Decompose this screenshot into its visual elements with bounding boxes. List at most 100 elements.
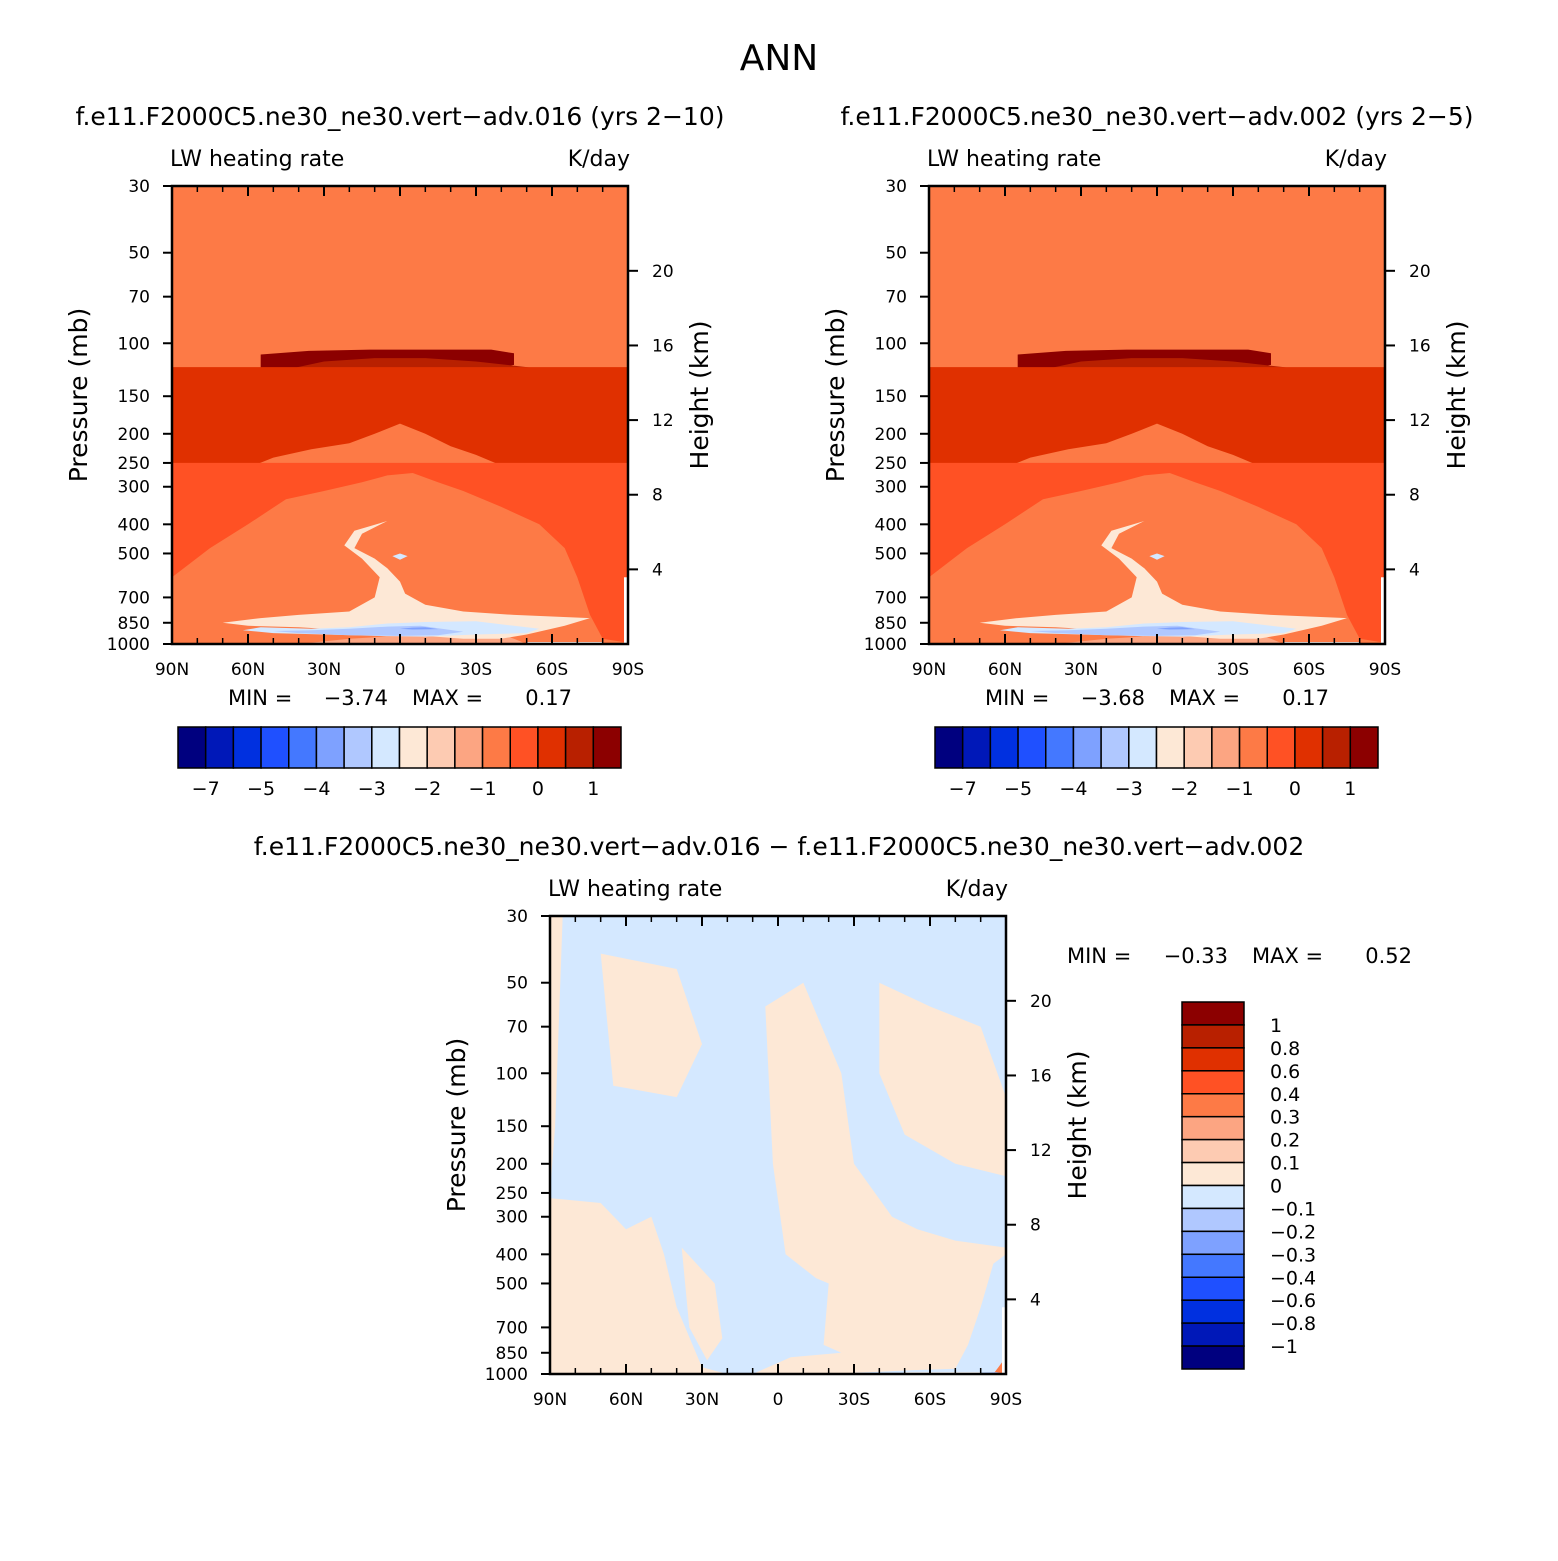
- colorbar-swatch: [454, 726, 484, 769]
- y-tick-label: 150: [118, 387, 150, 407]
- panel-2: f.e11.F2000C5.ne30_ne30.vert−adv.002 (yr…: [821, 102, 1474, 800]
- contour-region-3: [929, 462, 1385, 643]
- contour-region-8: [975, 1372, 1001, 1373]
- panel-1-max-label: MAX =: [412, 686, 483, 710]
- y2-tick-label: 12: [652, 411, 674, 431]
- colorbar-swatch: [1211, 726, 1241, 769]
- colorbar-label: −0.6: [1270, 1290, 1316, 1312]
- colorbar-label: −5: [1004, 778, 1032, 800]
- colorbar-swatch: [1181, 1093, 1245, 1118]
- x-tick-label: 0: [1152, 660, 1163, 680]
- y2-axis-title: Height (km): [685, 321, 714, 470]
- contour-region-3: [172, 462, 628, 643]
- missing-data-edge: [1002, 1307, 1006, 1374]
- y2-tick-label: 8: [652, 486, 663, 506]
- colorbar-swatch: [509, 726, 539, 769]
- colorbar-swatch: [232, 726, 262, 769]
- panel-2-right-label: K/day: [1325, 147, 1387, 172]
- x-tick-label: 60S: [914, 1390, 946, 1410]
- contour-region-2: [929, 367, 1385, 525]
- panel-1-min-label: MIN =: [228, 686, 292, 710]
- y-tick-label: 700: [875, 588, 907, 608]
- colorbar-label: −0.2: [1270, 1221, 1316, 1243]
- colorbar-label: −0.3: [1270, 1244, 1316, 1266]
- figure-title: ANN: [740, 38, 819, 79]
- colorbar-swatch: [1181, 1047, 1245, 1072]
- x-tick-label: 90N: [912, 660, 946, 680]
- colorbar-label: −4: [1059, 778, 1087, 800]
- colorbar-swatch: [1072, 726, 1102, 769]
- panel-1-title: f.e11.F2000C5.ne30_ne30.vert−adv.016 (yr…: [76, 102, 725, 131]
- x-tick-label: 60N: [231, 660, 265, 680]
- colorbar-swatch: [1266, 726, 1296, 769]
- panel-3-title: f.e11.F2000C5.ne30_ne30.vert−adv.016 − f…: [254, 832, 1304, 861]
- y-tick-label: 300: [496, 1208, 528, 1228]
- panel-2-max-value: 0.17: [1282, 686, 1329, 710]
- x-tick-label: 90S: [612, 660, 644, 680]
- colorbar-swatch: [1181, 1115, 1245, 1141]
- contour-region-3: [600, 953, 702, 1098]
- colorbar-label: −0.4: [1270, 1267, 1316, 1289]
- colorbar-swatch: [1181, 1322, 1245, 1347]
- missing-data-edge: [1381, 577, 1385, 644]
- panel-2-min-label: MIN =: [985, 686, 1049, 710]
- y-tick-label: 1000: [485, 1365, 528, 1385]
- x-tick-label: 60S: [1293, 660, 1325, 680]
- y2-tick-label: 4: [1030, 1290, 1041, 1310]
- x-tick-label: 30S: [460, 660, 492, 680]
- y-tick-label: 500: [875, 544, 907, 564]
- colorbar-swatch: [1181, 1184, 1245, 1210]
- y-tick-label: 850: [875, 614, 907, 634]
- y2-tick-label: 8: [1030, 1216, 1041, 1236]
- y-tick-label: 100: [118, 334, 150, 354]
- contour-region-9: [550, 916, 563, 1193]
- panel-2-min-value: −3.68: [1081, 686, 1145, 710]
- y-tick-label: 250: [875, 454, 907, 474]
- x-tick-label: 30S: [838, 1390, 870, 1410]
- colorbar-swatch: [1349, 726, 1379, 769]
- y2-tick-label: 20: [1030, 992, 1052, 1012]
- y2-tick-label: 16: [1030, 1066, 1052, 1086]
- colorbar-label: 1: [1270, 1015, 1282, 1037]
- y2-tick-label: 4: [652, 560, 663, 580]
- y-axis-title: Pressure (mb): [64, 308, 93, 482]
- x-tick-label: 90N: [155, 660, 189, 680]
- colorbar-label: −1: [1226, 778, 1254, 800]
- y-tick-label: 50: [506, 974, 528, 994]
- y-tick-label: 200: [118, 425, 150, 445]
- panel-1-min-value: −3.74: [324, 686, 388, 710]
- y-tick-label: 70: [506, 1018, 528, 1038]
- colorbar-label: −1: [469, 778, 497, 800]
- y2-tick-label: 20: [1409, 262, 1431, 282]
- colorbar-label: 0.1: [1270, 1153, 1300, 1175]
- contour-region-10: [400, 627, 438, 630]
- contour-region-1: [681, 1247, 723, 1361]
- y2-tick-label: 8: [1409, 486, 1420, 506]
- panel-2-colorbar: −7 −5 −4 −3 −2 −1 0 1: [934, 726, 1379, 800]
- y-tick-label: 150: [875, 387, 907, 407]
- y-tick-label: 700: [496, 1318, 528, 1338]
- panel-3-min-label: MIN =: [1067, 944, 1131, 968]
- y-tick-label: 700: [118, 588, 150, 608]
- y2-tick-label: 12: [1030, 1141, 1052, 1161]
- panel-3-min-value: −0.33: [1164, 944, 1228, 968]
- colorbar-label: −5: [247, 778, 275, 800]
- colorbar-label: 0: [1270, 1176, 1282, 1198]
- colorbar-swatch: [989, 726, 1019, 769]
- panel-3-max-label: MAX =: [1252, 944, 1323, 968]
- panel-3: f.e11.F2000C5.ne30_ne30.vert−adv.016 − f…: [254, 832, 1412, 1410]
- colorbar-swatch: [1181, 1207, 1245, 1233]
- x-tick-label: 30N: [1064, 660, 1098, 680]
- colorbar-swatch: [1128, 726, 1158, 769]
- y2-axis-title: Height (km): [1063, 1051, 1092, 1200]
- colorbar-swatch: [260, 726, 290, 769]
- y-tick-label: 400: [875, 515, 907, 535]
- colorbar-swatch: [592, 726, 622, 769]
- colorbar-swatch: [1181, 1001, 1245, 1026]
- colorbar-swatch: [961, 726, 992, 769]
- y-tick-label: 100: [875, 334, 907, 354]
- x-tick-label: 30S: [1217, 660, 1249, 680]
- colorbar-label: −1: [1270, 1336, 1298, 1358]
- colorbar-swatch: [481, 726, 511, 769]
- panel-2-left-label: LW heating rate: [927, 147, 1101, 172]
